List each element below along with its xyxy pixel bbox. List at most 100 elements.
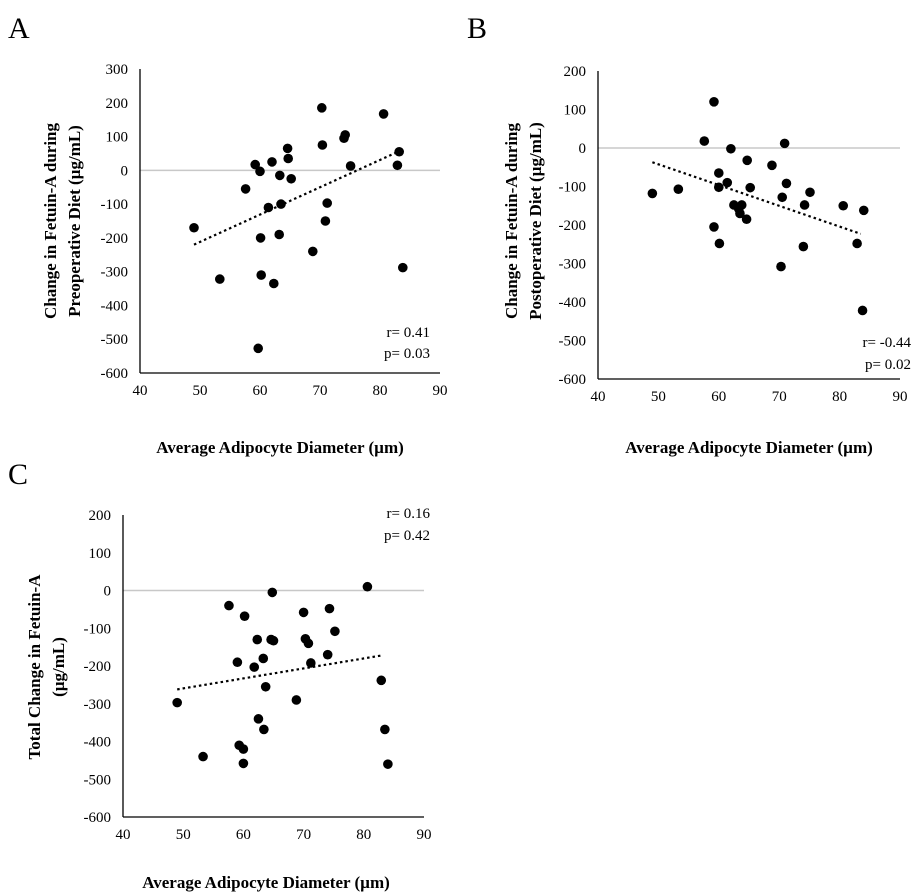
panel-c-data-point bbox=[239, 611, 250, 621]
panel-b-data-point bbox=[709, 97, 719, 107]
panel-a-y-tick-label: -600 bbox=[101, 366, 129, 382]
panel-b-y-tick-label: -200 bbox=[559, 218, 587, 234]
panel-a-data-point bbox=[275, 170, 285, 181]
panel-a-x-tick-label: 50 bbox=[193, 383, 208, 399]
panel-b-x-tick-label: 80 bbox=[832, 389, 847, 405]
panel-c-data-point bbox=[249, 662, 260, 672]
panel-a-x-axis-title: Average Adipocyte Diameter (µm) bbox=[156, 438, 404, 457]
panel-c-data-point bbox=[252, 634, 263, 645]
panel-c-data-point bbox=[383, 759, 393, 769]
panel-c-y-tick-label: -400 bbox=[84, 735, 112, 751]
panel-c-x-tick-label: 60 bbox=[236, 827, 251, 843]
panel-b-data-point bbox=[805, 187, 815, 198]
panel-c-data-point bbox=[267, 587, 278, 598]
panel-c-p-value: p= 0.42 bbox=[384, 528, 430, 544]
panel-a-data-point bbox=[286, 173, 297, 184]
panel-b-data-point bbox=[767, 160, 777, 171]
panel-b-data-point bbox=[709, 222, 719, 232]
panel-a-data-point bbox=[240, 184, 251, 194]
panel-c-data-point bbox=[380, 724, 390, 735]
panel-a-data-point bbox=[378, 109, 389, 119]
panel-b-letter: B bbox=[467, 12, 487, 45]
panel-c-trendline bbox=[176, 654, 383, 691]
panel-a-data-point bbox=[276, 199, 286, 209]
panel-a-x-tick-label: 90 bbox=[433, 383, 448, 399]
panel-a-data-point bbox=[250, 159, 260, 170]
panel-b-y-tick-label: -600 bbox=[559, 372, 587, 388]
panel-b-p-value: p= 0.02 bbox=[865, 357, 911, 373]
panel-c-data-point bbox=[330, 626, 340, 637]
panel-c-y-tick-label: 200 bbox=[89, 508, 112, 524]
panel-a-y-axis-title-line-1: Change in Fetuin-A during bbox=[41, 122, 60, 319]
panel-c-data-point bbox=[258, 653, 269, 664]
panel-c-data-point bbox=[362, 581, 373, 592]
panel-a-data-point bbox=[320, 216, 331, 226]
panel-a-y-tick-label: 0 bbox=[121, 163, 129, 179]
panel-c-y-tick-label: -200 bbox=[84, 659, 112, 675]
panel-b-y-tick-label: 200 bbox=[564, 64, 587, 80]
panel-c-letter: C bbox=[8, 458, 28, 491]
panel-b-data-point bbox=[799, 200, 810, 210]
panel-b-data-point bbox=[857, 305, 868, 316]
panel-a-x-tick-label: 80 bbox=[373, 383, 388, 399]
panel-b-data-point bbox=[776, 261, 786, 272]
panel-a-trendline bbox=[193, 150, 399, 246]
panel-b-data-point bbox=[736, 200, 747, 210]
panel-c-x-axis-title: Average Adipocyte Diameter (µm) bbox=[142, 873, 390, 892]
panel-b-data-point bbox=[714, 238, 725, 249]
panel-b-data-point bbox=[858, 205, 869, 216]
panel-b-data-point bbox=[745, 182, 756, 193]
panel-a-data-point bbox=[189, 222, 199, 233]
panel-a-data-point bbox=[263, 202, 274, 213]
panel-a-data-point bbox=[394, 146, 405, 157]
panel-a-data-point bbox=[253, 343, 263, 354]
panel-a-y-tick-label: 300 bbox=[106, 62, 129, 78]
panel-c-x-tick-label: 90 bbox=[417, 827, 432, 843]
panel-a-data-point bbox=[308, 246, 318, 257]
panel-c-y-tick-label: -500 bbox=[84, 772, 112, 788]
panel-c-data-point bbox=[303, 638, 314, 649]
panel-c-data-point bbox=[322, 649, 333, 660]
panel-a-data-point bbox=[267, 157, 277, 167]
panel-b: B 40 50 60 70 80 90 200 100 0 -100 -200 -300 -400 -5… bbox=[467, 12, 911, 457]
panel-c-r-value: r= 0.16 bbox=[387, 506, 431, 522]
panel-b-r-value: r= -0.44 bbox=[863, 335, 912, 351]
panel-b-x-tick-label: 40 bbox=[591, 389, 606, 405]
panel-b-y-axis-title-line-1: Change in Fetuin-A during bbox=[502, 122, 521, 319]
panel-c-data-point bbox=[198, 751, 208, 762]
panel-c-x-tick-label: 80 bbox=[356, 827, 371, 843]
panel-c-data-point bbox=[224, 600, 234, 611]
panel-c-y-axis-title-line-1: Total Change in Fetuin-A bbox=[25, 574, 44, 760]
panel-c-data-point bbox=[291, 695, 302, 705]
panel-a-data-point bbox=[345, 161, 356, 171]
panel-a: A 40 50 60 70 80 90 300 200 100 0 -100 -200 -300 -40… bbox=[8, 12, 448, 457]
panel-b-y-tick-label: -100 bbox=[559, 180, 587, 196]
panel-a-y-axis-title-line-2: Preoperative Diet (µg/mL) bbox=[65, 125, 84, 317]
panel-b-data-point bbox=[777, 192, 788, 203]
panel-a-data-point bbox=[256, 270, 267, 280]
panel-b-x-tick-label: 60 bbox=[711, 389, 726, 405]
panel-b-x-axis-title: Average Adipocyte Diameter (µm) bbox=[625, 438, 873, 457]
panel-b-y-tick-label: -300 bbox=[559, 257, 587, 273]
panel-b-x-tick-label: 70 bbox=[772, 389, 787, 405]
panel-c-data-point bbox=[260, 681, 271, 692]
panel-a-data-point bbox=[215, 274, 225, 284]
panel-a-y-tick-label: -300 bbox=[101, 265, 129, 281]
panel-a-data-point bbox=[392, 160, 403, 171]
panel-b-data-point bbox=[735, 208, 745, 219]
panel-a-x-tick-label: 60 bbox=[253, 383, 268, 399]
panel-b-data-point bbox=[647, 188, 658, 199]
panel-c-data-point bbox=[232, 657, 243, 668]
panel-c-data-point bbox=[268, 635, 279, 646]
panel-a-x-tick-label: 40 bbox=[133, 383, 148, 399]
panel-a-data-point bbox=[269, 278, 279, 289]
panel-a-y-tick-label: -200 bbox=[101, 231, 129, 247]
panel-a-p-value: p= 0.03 bbox=[384, 346, 430, 362]
panel-a-data-point bbox=[340, 130, 351, 140]
panel-b-data-point bbox=[726, 143, 736, 154]
panel-c-x-tick-label: 40 bbox=[116, 827, 131, 843]
panel-c-data-point bbox=[298, 607, 309, 618]
panel-a-y-tick-label: -500 bbox=[101, 332, 129, 348]
panel-a-data-point bbox=[255, 233, 266, 243]
